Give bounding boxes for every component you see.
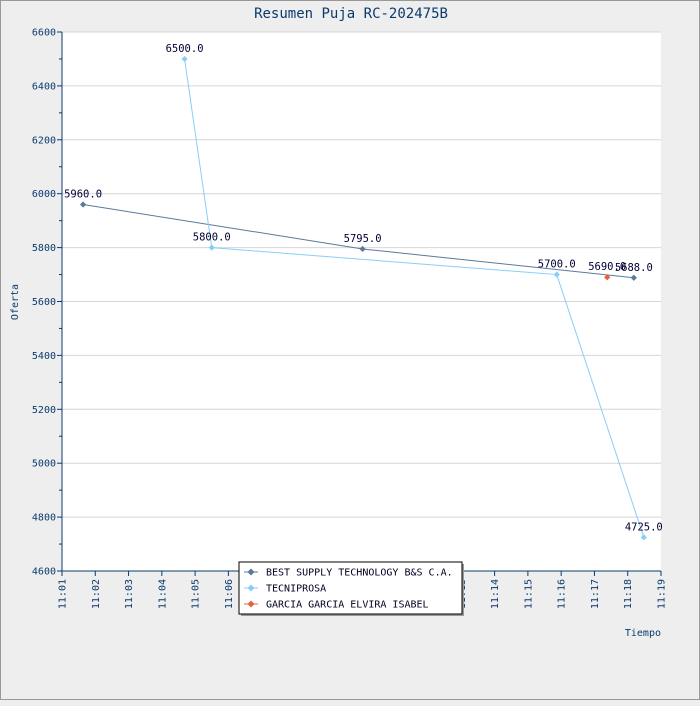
y-tick-label: 5000 [32,459,56,470]
y-tick-label: 6400 [32,81,56,92]
x-tick-label: 11:14 [490,579,501,609]
y-tick-label: 4800 [32,513,56,524]
data-point [630,274,637,281]
y-tick-label: 5200 [32,405,56,416]
y-tick-label: 4600 [32,567,56,578]
x-tick-label: 11:01 [58,579,69,609]
y-tick-label: 6600 [32,28,56,39]
x-tick-label: 11:17 [590,579,601,609]
data-label: 5795.0 [344,233,382,245]
x-tick-label: 11:04 [157,579,168,609]
y-tick-label: 6200 [32,135,56,146]
y-tick-label: 5400 [32,351,56,362]
x-tick-label: 11:18 [623,579,634,609]
y-tick-label: 5600 [32,297,56,308]
data-point [79,201,87,208]
data-point [553,271,560,278]
legend-marker [247,584,255,592]
y-tick-label: 5800 [32,243,56,254]
series-layer [79,55,647,541]
data-label: 5690.0 [588,261,626,273]
data-point [208,244,215,251]
legend-label: GARCIA GARCIA ELVIRA ISABEL [266,600,429,611]
x-tick-label: 11:16 [557,579,568,609]
x-axis-label: Tiempo [625,628,661,639]
y-axis-label: Oferta [10,284,21,320]
x-tick-label: 11:02 [91,579,102,609]
y-tick-label: 6000 [32,189,56,200]
x-tick-label: 11:06 [224,579,235,609]
x-tick-label: 11:19 [657,579,668,609]
data-label: 5688.0 [615,262,653,274]
data-label: 5800.0 [193,232,231,244]
series-line-1 [184,58,645,538]
legend: BEST SUPPLY TECHNOLOGY B&S C.A. TECNIPROS… [238,561,464,616]
data-point [181,55,188,63]
legend-label: TECNIPROSA [266,584,326,595]
data-label: 5700.0 [538,259,576,271]
legend-marker [247,568,255,576]
data-point [640,534,647,541]
x-tick-label: 11:05 [191,579,202,609]
data-label: 6500.0 [166,43,204,55]
legend-box [238,561,463,615]
data-point [359,245,366,253]
x-tick-label: 11:03 [124,579,135,609]
data-label: 5960.0 [64,188,102,200]
x-tick-label: 11:15 [523,579,534,609]
legend-marker [247,600,255,608]
chart-title: Resumen Puja RC-202475B [254,6,448,22]
data-labels: 5960.0 5795.0 5688.0 6500.0 5800.0 5700.0 4725… [64,43,663,533]
legend-label: BEST SUPPLY TECHNOLOGY B&S C.A. [266,568,453,579]
y-axis-ticks: 4600 4800 5000 5200 5400 5600 5800 6000 6200 6400… [32,28,62,578]
data-point [604,274,611,281]
data-label: 4725.0 [625,521,663,533]
